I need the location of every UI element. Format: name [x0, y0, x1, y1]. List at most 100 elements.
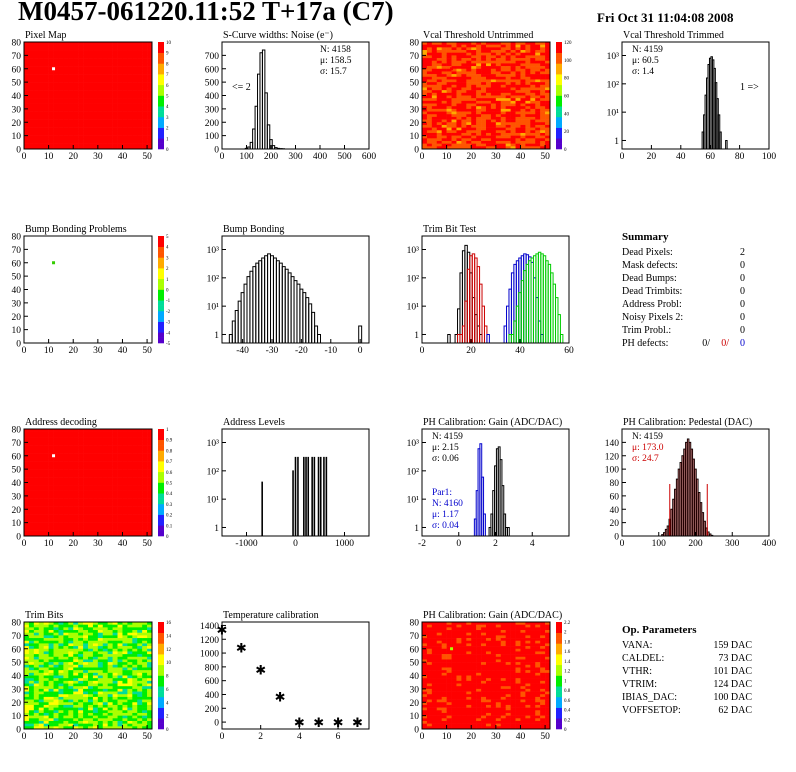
map-cell — [510, 90, 516, 94]
map-cell — [97, 76, 104, 80]
map-cell — [24, 680, 30, 684]
map-cell — [88, 519, 94, 523]
map-spot — [450, 67, 454, 71]
map-cell — [431, 130, 438, 134]
map-cell — [441, 84, 447, 88]
map-cell — [117, 68, 123, 72]
map-cell — [127, 640, 133, 644]
map-cell — [117, 487, 123, 491]
map-cell — [73, 627, 79, 631]
map-cell — [466, 103, 472, 107]
map-cell — [102, 702, 108, 706]
map-cell — [83, 461, 89, 465]
color-scale-cell — [556, 100, 562, 107]
map-cell — [78, 466, 84, 470]
map-cell — [127, 648, 133, 652]
map-cell — [122, 686, 128, 690]
map-cell — [147, 60, 153, 64]
map-cell — [422, 635, 428, 639]
map-cell — [73, 90, 79, 94]
map-cell — [97, 485, 104, 489]
map-cell — [147, 82, 153, 86]
map-cell — [73, 461, 79, 465]
map-cell — [68, 461, 74, 465]
map-cell — [73, 55, 79, 59]
address_levels-bin — [303, 456, 305, 536]
map-cell — [535, 132, 541, 136]
map-cell — [147, 678, 153, 682]
map-cell — [446, 68, 452, 72]
map-cell — [422, 662, 428, 666]
map-cell — [471, 42, 477, 45]
map-cell — [28, 95, 35, 99]
map-cell — [481, 58, 487, 62]
map-cell — [426, 42, 433, 45]
map-cell — [132, 627, 138, 631]
map-cell — [132, 442, 138, 446]
map-cell — [24, 479, 30, 483]
map-cell — [117, 718, 123, 722]
map-cell — [132, 146, 138, 150]
map-cell — [53, 55, 59, 59]
map-cell — [117, 662, 123, 666]
map-cell — [97, 678, 104, 682]
map-cell — [117, 691, 123, 695]
map-cell — [530, 44, 536, 48]
map-cell — [500, 98, 506, 102]
map-cell — [78, 437, 84, 440]
map-cell — [92, 667, 99, 671]
y-tick-label: 60 — [12, 65, 22, 75]
map-cell — [540, 76, 546, 80]
map-cell — [142, 477, 148, 481]
map-cell — [78, 672, 84, 676]
map-cell — [122, 667, 128, 671]
map-cell — [88, 643, 94, 647]
map-cell — [530, 140, 536, 144]
map-cell — [446, 74, 452, 78]
map-cell — [486, 68, 492, 72]
pedestal-fill — [674, 489, 677, 536]
map-cell — [122, 624, 128, 628]
map-cell — [97, 654, 104, 658]
map-cell — [436, 114, 442, 118]
map-cell — [78, 656, 84, 660]
map-cell — [63, 127, 69, 131]
map-cell — [466, 90, 472, 94]
map-cell — [112, 95, 118, 99]
map-cell — [535, 90, 541, 94]
address_levels-bin — [294, 456, 297, 536]
map-cell — [132, 114, 138, 118]
map-cell — [436, 90, 442, 94]
map-cell — [142, 715, 148, 719]
map-cell — [112, 58, 118, 62]
map-cell — [456, 95, 462, 99]
map-cell — [97, 530, 104, 534]
map-cell — [436, 63, 442, 67]
map-cell — [461, 116, 467, 120]
map-cell — [63, 124, 69, 128]
map-cell — [142, 646, 148, 650]
color-scale-cell — [158, 712, 164, 719]
map-cell — [510, 50, 516, 53]
map-cell — [107, 431, 113, 435]
map-cell — [48, 519, 54, 523]
map-cell — [68, 92, 74, 96]
map-cell — [515, 60, 521, 64]
map-cell — [132, 477, 138, 481]
stat-sigma: σ: 0.06 — [432, 454, 459, 464]
map-cell — [510, 52, 516, 56]
y-tick-label: 20 — [12, 119, 22, 129]
map-cell — [33, 675, 40, 679]
map-cell — [112, 627, 118, 631]
map-cell — [83, 646, 89, 650]
map-cell — [451, 122, 457, 126]
map-cell — [92, 506, 99, 510]
map-cell — [471, 116, 477, 120]
map-cell — [500, 60, 506, 64]
map-cell — [441, 122, 447, 126]
map-cell — [142, 688, 148, 692]
map-cell — [83, 530, 89, 534]
map-cell — [28, 691, 35, 695]
map-cell — [500, 47, 506, 51]
map-cell — [73, 52, 79, 56]
